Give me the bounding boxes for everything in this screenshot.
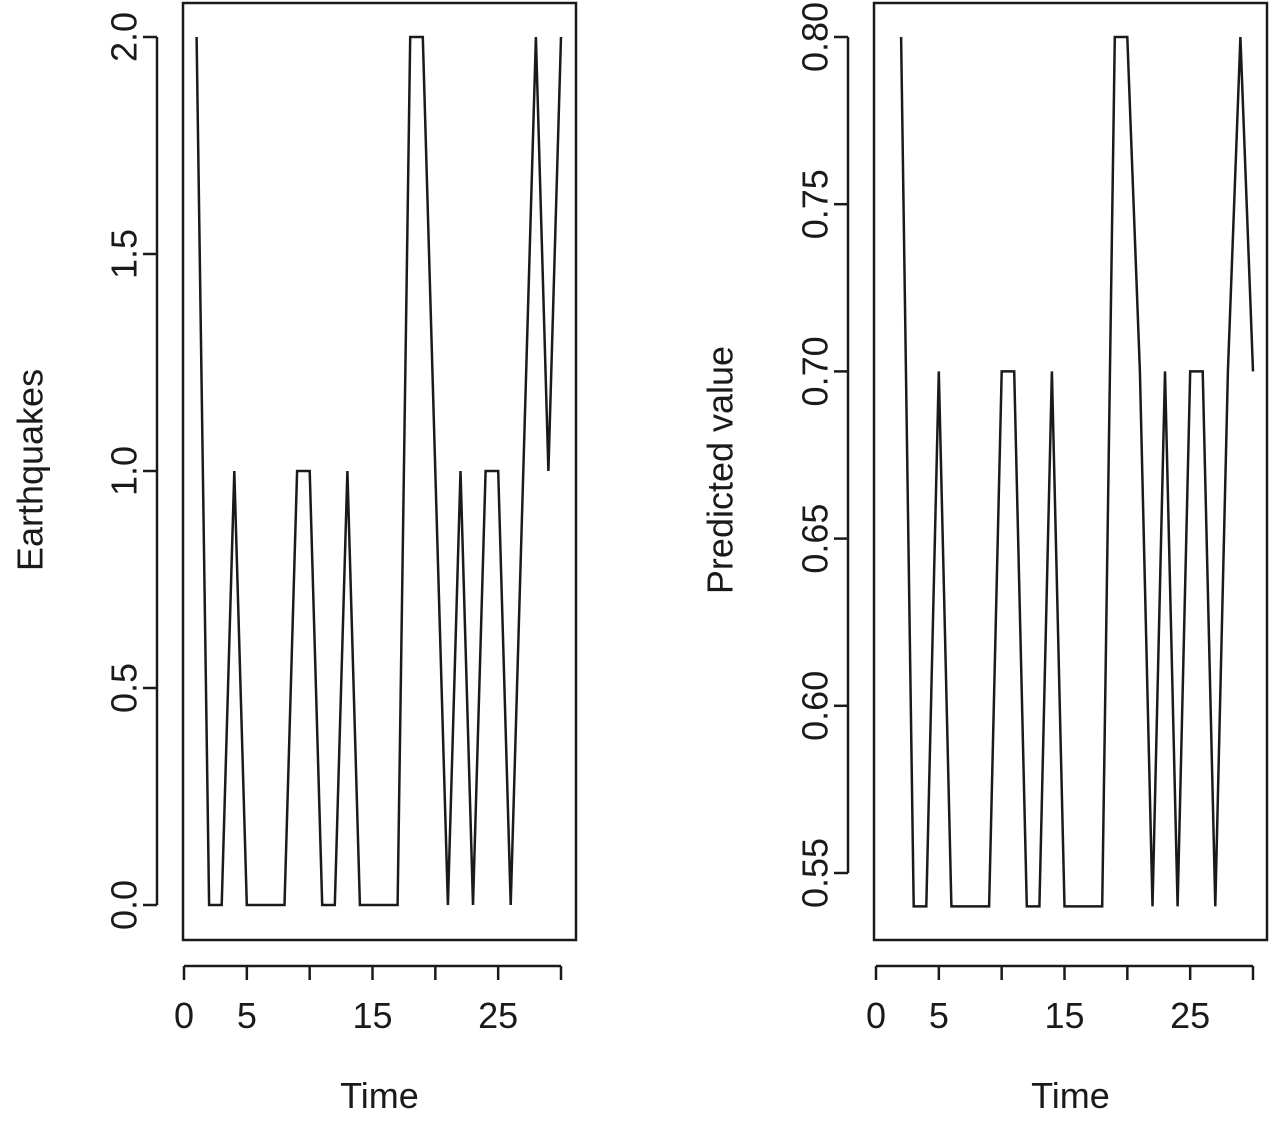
- y-tick-label: 0.75: [795, 169, 836, 239]
- y-tick-label: 1.5: [104, 229, 145, 279]
- y-tick-label: 0.80: [795, 2, 836, 72]
- x-tick-label: 5: [237, 995, 257, 1036]
- x-tick-label: 25: [1170, 995, 1210, 1036]
- y-tick-label: 0.65: [795, 504, 836, 574]
- x-tick-label: 5: [929, 995, 949, 1036]
- plot-frame: [181, 1, 578, 942]
- x-tick-label: 0: [866, 995, 886, 1036]
- series-line: [195, 35, 563, 907]
- y-axis-title: Predicted value: [700, 346, 741, 594]
- x-axis-title: Time: [1031, 1075, 1110, 1116]
- y-tick-label: 0.70: [795, 336, 836, 406]
- x-axis-title: Time: [340, 1075, 419, 1116]
- x-tick-label: 15: [352, 995, 392, 1036]
- y-tick-label: 1.0: [104, 446, 145, 496]
- x-tick-label: 0: [174, 995, 194, 1036]
- series-line: [899, 35, 1255, 908]
- chart-panel-2: 0 5 15 25 0.55 0.60 0.65 0.70 0.75 0.80 Time Predic…: [700, 1, 1269, 1116]
- y-tick-label: 0.0: [104, 880, 145, 930]
- plot-frame: [872, 1, 1269, 942]
- x-tick-label: 15: [1044, 995, 1084, 1036]
- y-tick-label: 0.55: [795, 838, 836, 908]
- y-tick-label: 2.0: [104, 12, 145, 62]
- x-tick-label: 25: [478, 995, 518, 1036]
- y-axis-title: Earthquakes: [10, 369, 51, 571]
- y-tick-label: 0.5: [104, 663, 145, 713]
- y-tick-label: 0.60: [795, 671, 836, 741]
- chart-panel-1: 0 5 15 25 0.0 0.5 1.0 1.5 2.0 Time Earthquakes: [10, 1, 578, 1116]
